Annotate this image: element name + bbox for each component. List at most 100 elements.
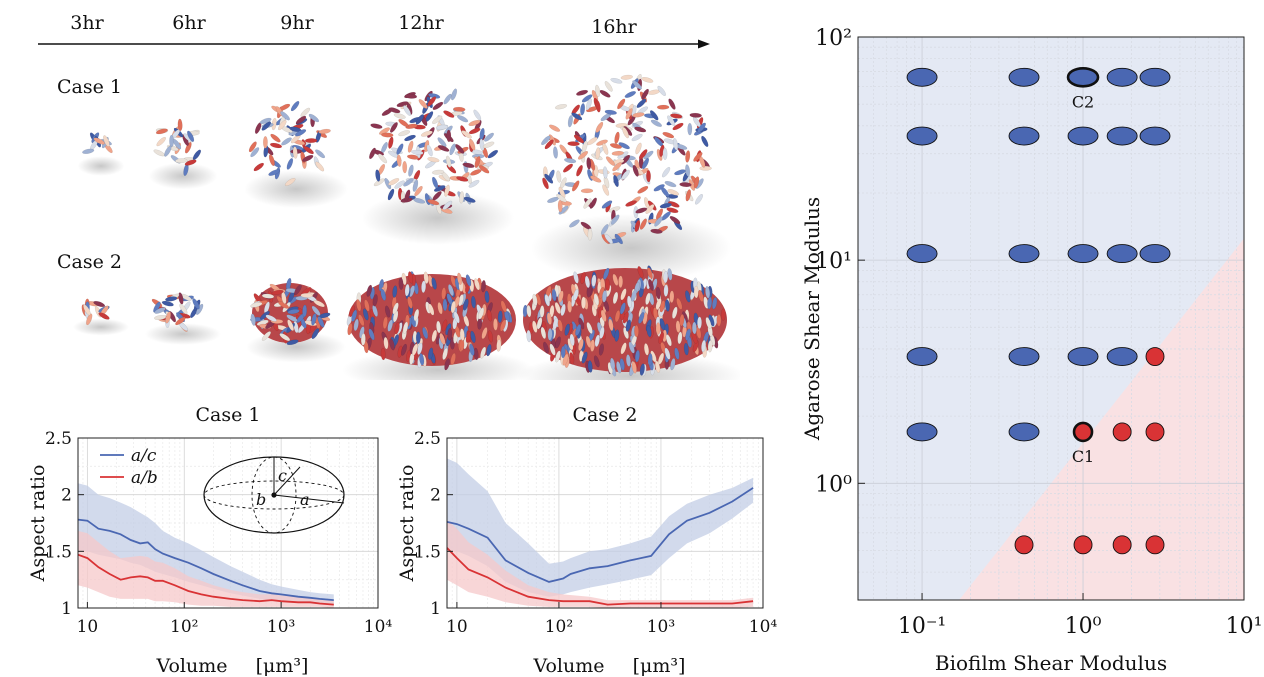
colony-renders: [73, 73, 740, 380]
case2-colony-16hr: [517, 265, 740, 380]
chart1-xtick-label-2: 10³: [267, 617, 295, 637]
chart1-band-series-1: [78, 530, 334, 608]
ellipsoid-marker-13: [1106, 244, 1138, 264]
phase-frame: [857, 36, 1245, 601]
chart2-title: Case 2: [573, 404, 638, 426]
chart1-ytick-label-0: 1: [61, 599, 72, 619]
annotation-c2: C2: [1072, 92, 1094, 111]
chart1-xtick-label-0: 10: [77, 617, 99, 637]
chart2-frame: [446, 437, 764, 609]
chart2-xtick-label-0: 10: [446, 617, 468, 637]
ellipsoid-marker-6: [1008, 126, 1040, 146]
phase-ytick-label-1: 10¹: [815, 249, 852, 274]
chart1-line-series-0: [77, 518, 334, 601]
sphere-marker-4: [1014, 535, 1034, 555]
timeline-label-6hr: 6hr: [172, 12, 206, 34]
chart2-xtick-label-3: 10⁴: [749, 617, 778, 637]
ellipsoid-marker-9: [1139, 126, 1171, 146]
timeline-label-9hr: 9hr: [280, 12, 314, 34]
chart2-ytick-label-3: 2.5: [414, 429, 441, 449]
chart1-xtick-label-1: 10²: [170, 617, 198, 637]
chart2-xtick-label-1: 10²: [545, 617, 573, 637]
ellipsoid-marker-1: [1008, 67, 1040, 87]
chart1-ylabel: Aspect ratio: [27, 465, 49, 583]
case1-colony-16hr: [530, 73, 732, 283]
chart2-xunit: [μm³]: [633, 655, 686, 677]
sphere-marker-2: [1112, 422, 1132, 442]
chart2-band-series-0: [447, 458, 754, 597]
chart2-ytick-label-2: 2: [430, 486, 441, 506]
case2-colony-9hr: [246, 277, 346, 363]
chart2-line-series-1: [446, 547, 754, 606]
chart2-xtick-label-2: 10³: [647, 617, 675, 637]
case1-aspect-chart: 10 10² 10³ 10⁴ 1 1.5 2 2.5 Case 1 Volume [μm³] Aspe…: [27, 404, 393, 677]
sphere-marker-7: [1145, 535, 1165, 555]
chart2-line-series-0: [446, 487, 754, 583]
ellipsoid-marker-2: [1066, 66, 1100, 88]
ellipsoid-marker-20: [1008, 422, 1040, 442]
phase-xtick-label-0: 10⁻¹: [898, 614, 946, 639]
ellipsoid-marker-5: [906, 126, 938, 146]
case2-colony-12hr: [342, 271, 534, 380]
legend-label-1: a/b: [131, 468, 158, 488]
case1-colony-9hr: [244, 100, 348, 208]
phase-region-red: [959, 238, 1244, 600]
chart1-band-series-0: [78, 483, 334, 606]
ellipsoid-marker-15: [906, 347, 938, 366]
phase-ytick-label-2: 10²: [815, 26, 852, 51]
case1-colony-6hr: [148, 118, 218, 190]
ellipsoid-marker-14: [1139, 244, 1171, 264]
chart2-ytick-label-0: 1: [430, 599, 441, 619]
chart1-xunit: [μm³]: [256, 655, 309, 677]
case1-colony-3hr: [77, 132, 125, 176]
chart1-xtick-label-3: 10⁴: [364, 617, 393, 637]
ellipsoid-marker-11: [1008, 244, 1040, 264]
chart2-xlabel: Volume: [533, 655, 605, 677]
ellipsoid-marker-17: [1067, 347, 1099, 366]
case2-aspect-chart: 10 10² 10³ 10⁴ 1 1.5 2 2.5 Case 2 Volume [μm³] Aspe…: [396, 404, 778, 677]
sphere-marker-1: [1072, 421, 1094, 443]
ellipsoid-marker-19: [906, 422, 938, 442]
case1-row-label: Case 1: [57, 76, 122, 98]
ellipsoid-marker-12: [1067, 244, 1099, 264]
phase-xtick-label-1: 10⁰: [1065, 614, 1102, 639]
chart1-ytick-label-2: 2: [61, 486, 72, 506]
ellipsoid-marker-18: [1106, 347, 1138, 366]
sphere-marker-5: [1073, 535, 1093, 555]
case2-colony-3hr: [73, 298, 129, 336]
sphere-marker-6: [1112, 535, 1132, 555]
ellipsoid-marker-7: [1067, 126, 1099, 146]
legend-label-0: a/c: [131, 446, 157, 466]
sphere-marker-3: [1145, 422, 1165, 442]
case1-colony-12hr: [361, 88, 515, 245]
phase-xlabel: Biofilm Shear Modulus: [935, 651, 1167, 675]
ellipsoid-marker-4: [1139, 67, 1171, 87]
annotation-c1: C1: [1072, 447, 1094, 466]
chart2-ylabel: Aspect ratio: [396, 465, 418, 583]
inset-label-c: c: [278, 466, 287, 485]
ellipsoid-marker-10: [906, 244, 938, 264]
sphere-marker-0: [1145, 347, 1165, 366]
chart2-band-series-1: [447, 519, 754, 608]
inset-label-b: b: [256, 490, 266, 509]
chart1-line-series-1: [77, 553, 334, 606]
chart1-ytick-label-1: 1.5: [45, 542, 72, 562]
chart1-frame: [77, 437, 379, 609]
timeline-label-12hr: 12hr: [398, 12, 444, 34]
ellipsoid-marker-3: [1106, 67, 1138, 87]
ellipsoid-axes-inset: cb a: [203, 456, 345, 534]
timeline-label-16hr: 16hr: [591, 16, 637, 38]
phase-diagram: C2 C1 10⁻¹ 10⁰ 10¹ 10⁰ 10¹ 10² Biofilm Shear Mod…: [800, 26, 1263, 675]
ellipsoid-marker-0: [906, 67, 938, 87]
ellipsoid-marker-8: [1106, 126, 1138, 146]
phase-ytick-label-0: 10⁰: [815, 472, 852, 497]
phase-xtick-label-2: 10¹: [1226, 614, 1263, 639]
inset-label-a: a: [300, 490, 310, 509]
case2-row-label: Case 2: [57, 251, 122, 273]
ellipsoid-marker-16: [1008, 347, 1040, 366]
timeline-label-3hr: 3hr: [70, 12, 104, 34]
chart1-ytick-label-3: 2.5: [45, 429, 72, 449]
chart1-title: Case 1: [196, 404, 261, 426]
case2-colony-6hr: [145, 292, 221, 345]
timeline-arrow: [38, 39, 710, 49]
